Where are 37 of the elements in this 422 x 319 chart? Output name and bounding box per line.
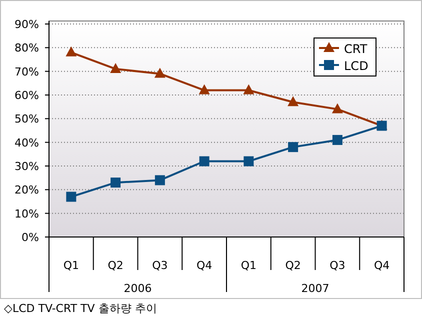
y-tick-label: 30% — [14, 160, 39, 173]
y-tick-label: 50% — [14, 112, 39, 126]
x-tick-label: Q3 — [152, 259, 168, 272]
point — [243, 84, 254, 94]
x-tick-label: Q1 — [63, 259, 80, 272]
x-tick-label: Q3 — [330, 259, 346, 272]
x-tick-label: Q4 — [196, 259, 212, 272]
point — [198, 84, 210, 94]
point — [288, 142, 298, 152]
x-tick-label: Q4 — [374, 259, 390, 272]
text: 2007 — [301, 282, 330, 295]
y-tick-label: 10% — [14, 207, 39, 220]
point — [332, 134, 342, 145]
point — [110, 178, 121, 188]
point — [154, 175, 165, 186]
x-tick-label: Q2 — [108, 259, 124, 272]
y-tick-label: 40% — [14, 136, 39, 150]
legend-label: LCD — [344, 59, 368, 73]
y-tick-label: 60% — [14, 89, 39, 102]
point — [154, 68, 166, 78]
point — [332, 103, 343, 114]
x-tick-label: Q1 — [240, 259, 257, 272]
x-tick-label: Q2 — [285, 259, 301, 272]
y-tick-label: 90% — [14, 18, 39, 31]
point — [110, 62, 122, 73]
y-tick-label: 80% — [14, 42, 39, 55]
point — [66, 192, 76, 202]
text: ◇LCD TV-CRT TV 출하량 추이 — [4, 302, 157, 315]
y-tick-label: 0% — [22, 231, 39, 244]
point — [244, 156, 254, 166]
point — [199, 156, 210, 166]
point — [288, 96, 299, 106]
y-tick-label: 70% — [14, 65, 39, 78]
legend-label: CRT — [344, 42, 368, 56]
point — [66, 46, 77, 56]
y-tick-label: 20% — [14, 184, 39, 197]
text: 2006 — [124, 282, 152, 295]
